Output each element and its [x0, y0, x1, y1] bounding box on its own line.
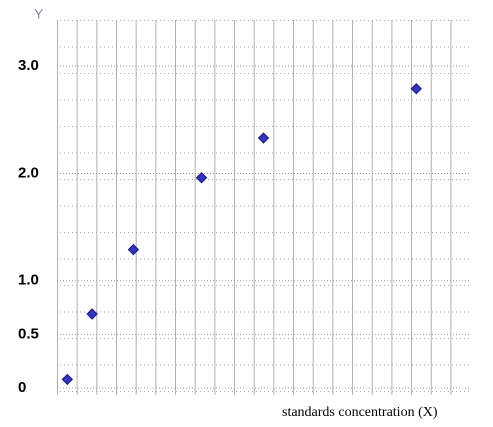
data-point: [86, 308, 98, 320]
y-axis-label: Y: [34, 6, 44, 22]
y-tick-label: 3.0: [18, 57, 39, 74]
data-point: [127, 243, 140, 256]
y-tick-label: 0: [18, 379, 26, 396]
data-point: [195, 172, 208, 184]
y-tick-label: 2.0: [18, 164, 39, 181]
y-tick-label: 1.0: [18, 272, 39, 289]
data-point: [61, 373, 74, 386]
grid-background: [57, 20, 470, 395]
y-tick-label: 0.5: [18, 325, 39, 342]
data-point: [257, 132, 270, 144]
data-point: [410, 83, 423, 95]
x-axis-label: standards concentration (X): [282, 405, 438, 420]
